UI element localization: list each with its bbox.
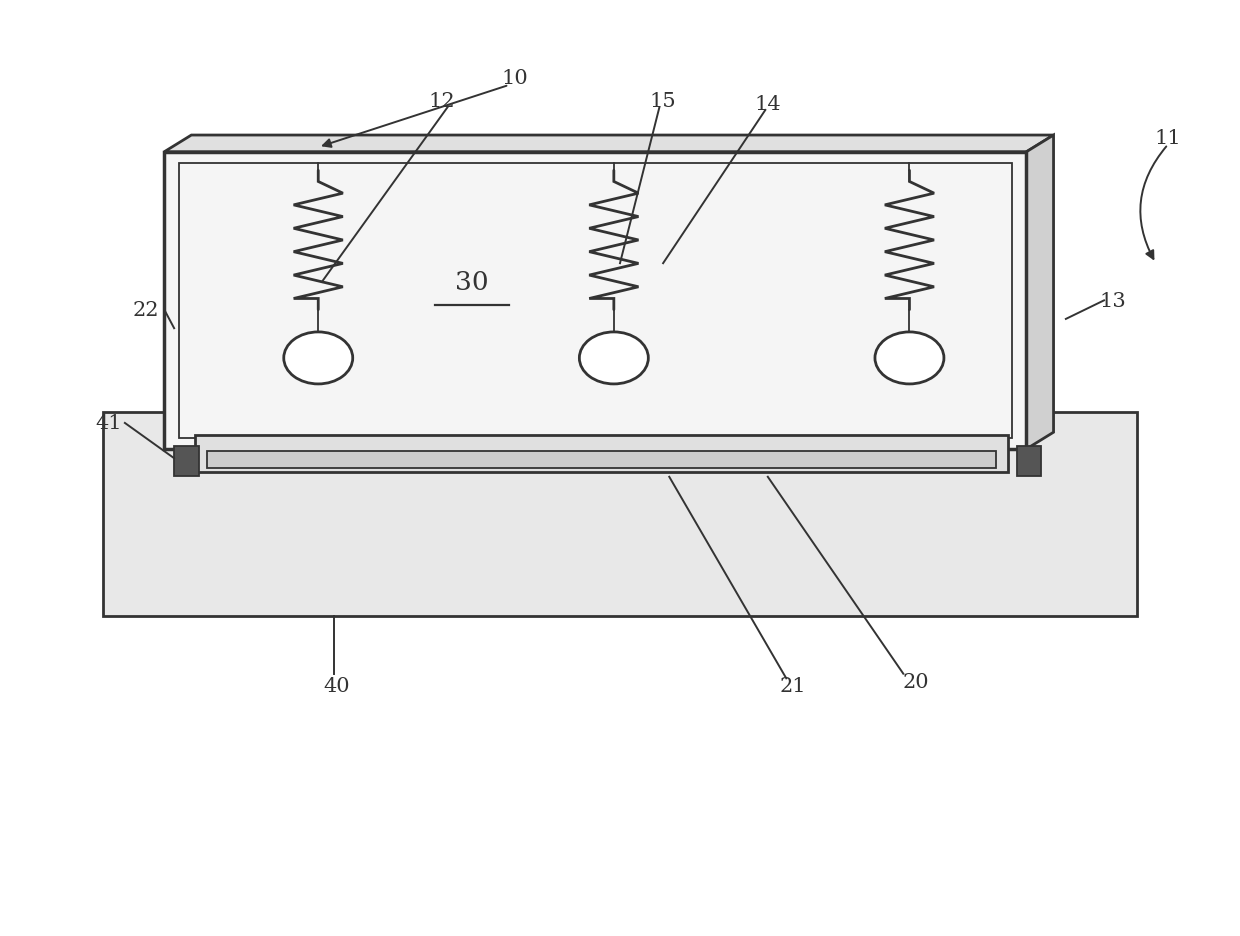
Text: 15: 15: [650, 92, 677, 111]
Text: 21: 21: [779, 677, 806, 695]
Text: 22: 22: [133, 300, 159, 320]
Circle shape: [875, 332, 944, 385]
Text: 20: 20: [903, 672, 929, 691]
Bar: [207, 451, 996, 468]
Circle shape: [579, 332, 649, 385]
Text: 41: 41: [95, 414, 123, 433]
Polygon shape: [164, 136, 1054, 153]
Polygon shape: [1027, 136, 1054, 449]
Text: 11: 11: [1154, 129, 1182, 148]
Bar: [195, 435, 1008, 473]
Text: 40: 40: [324, 677, 350, 695]
Text: 10: 10: [502, 69, 528, 88]
Bar: [103, 413, 1137, 617]
Text: 12: 12: [428, 92, 455, 111]
Bar: [174, 446, 198, 476]
Bar: [179, 164, 1012, 438]
Text: 14: 14: [754, 95, 781, 114]
Bar: [1017, 446, 1042, 476]
Bar: [164, 153, 1027, 449]
Text: 30: 30: [455, 270, 489, 295]
Circle shape: [284, 332, 352, 385]
Text: 13: 13: [1100, 291, 1126, 311]
